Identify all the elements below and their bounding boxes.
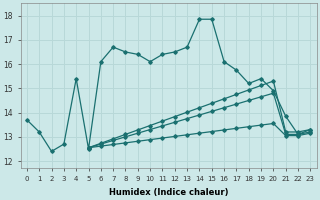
X-axis label: Humidex (Indice chaleur): Humidex (Indice chaleur) xyxy=(109,188,228,197)
